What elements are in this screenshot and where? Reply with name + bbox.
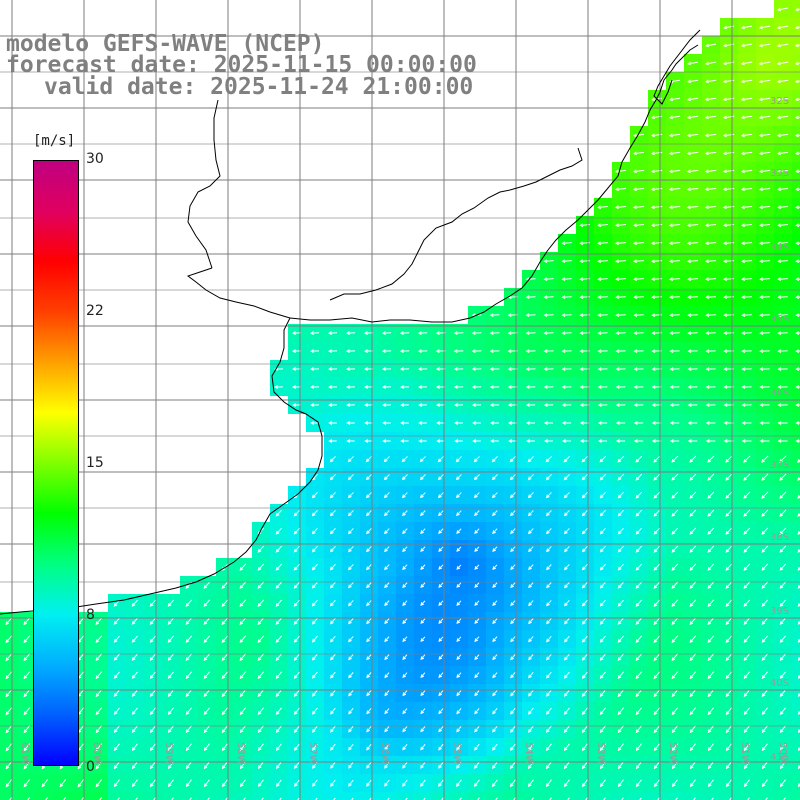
lon-label: 60W [91, 742, 102, 765]
lat-label: 34S [770, 242, 789, 253]
lon-label: 53W [595, 742, 606, 765]
lat-label: 33S [770, 168, 789, 179]
lat-label: 41S [770, 752, 789, 763]
lat-label: 36S [770, 388, 789, 399]
lon-label: 61W [19, 742, 30, 765]
lon-label: 50W [777, 742, 788, 765]
lon-label: 56W [379, 742, 390, 765]
model-title: modelo GEFS-WAVE (NCEP) [6, 31, 325, 57]
coastline-brazil [289, 44, 699, 323]
colorbar-unit: [m/s] [33, 133, 76, 149]
colorbar-tick-15: 15 [86, 455, 104, 471]
lon-label: 54W [523, 742, 534, 765]
wind-arrows [5, 7, 800, 800]
forecast-date: forecast date: 2025-11-15 00:00:00 [6, 52, 477, 78]
coastline [0, 29, 701, 615]
colorbar-tick-8: 8 [86, 607, 95, 623]
colorbar-tick-30: 30 [86, 151, 104, 167]
coastline-uruguay-argentina [0, 317, 323, 615]
lat-label: 35S [770, 314, 789, 325]
border-line [187, 99, 221, 269]
lat-label: 32S [770, 96, 789, 107]
colorbar-tick-22: 22 [86, 303, 104, 319]
lagoon-line [653, 29, 701, 105]
lon-label: 58W [235, 742, 246, 765]
lon-label: 55W [451, 742, 462, 765]
coastline-plata-estuary [186, 267, 291, 319]
lat-label: 40S [770, 678, 789, 689]
lon-label: 49W [797, 742, 800, 765]
lat-label: 38S [770, 532, 789, 543]
lon-label: 51W [739, 742, 750, 765]
lat-label: 39S [770, 606, 789, 617]
colorbar [33, 160, 79, 766]
lon-label: 52W [667, 742, 678, 765]
lat-label: 37S [770, 460, 789, 471]
lon-label: 59W [163, 742, 174, 765]
valid-date: valid date: 2025-11-24 21:00:00 [44, 74, 474, 100]
border-line-uy-br [329, 147, 583, 301]
colorbar-tick-0: 0 [86, 759, 95, 775]
lon-label: 57W [307, 742, 318, 765]
